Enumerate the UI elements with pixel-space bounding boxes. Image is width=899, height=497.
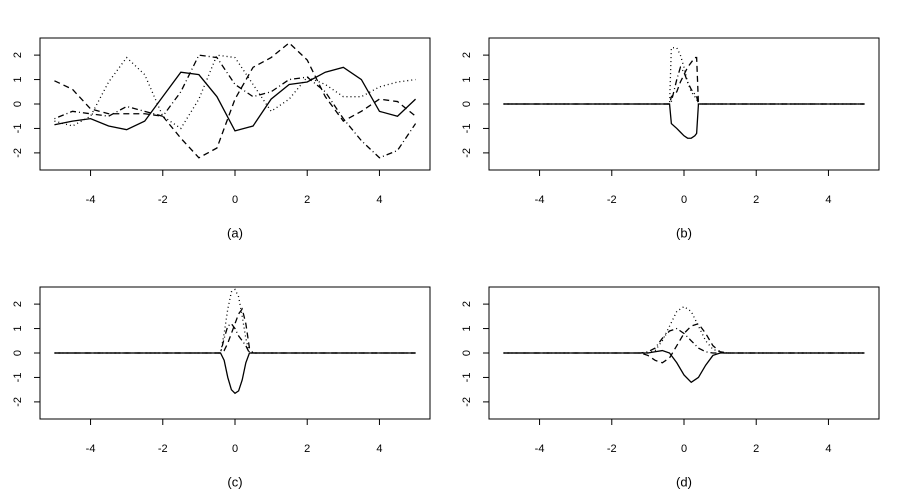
series-line bbox=[54, 42, 416, 159]
y-tick-label: 0 bbox=[461, 350, 473, 356]
series-line bbox=[503, 305, 865, 354]
series-line bbox=[503, 349, 865, 384]
series-line bbox=[54, 66, 417, 132]
caption: (c) bbox=[227, 474, 242, 489]
series-line bbox=[54, 54, 416, 130]
caption: (b) bbox=[676, 225, 692, 240]
x-tick-label: 0 bbox=[232, 194, 238, 206]
y-tick-label: 1 bbox=[12, 76, 24, 82]
y-tick-label: -1 bbox=[12, 124, 24, 134]
x-tick-label: 2 bbox=[304, 194, 310, 206]
x-tick-label: 4 bbox=[825, 194, 831, 206]
x-tick-label: -4 bbox=[86, 194, 96, 206]
y-tick-label: -2 bbox=[461, 148, 473, 158]
y-tick-label: 0 bbox=[461, 101, 473, 107]
x-tick-label: -2 bbox=[158, 443, 168, 455]
y-tick-label: 1 bbox=[12, 325, 24, 331]
series-line bbox=[503, 65, 865, 105]
series-line bbox=[503, 327, 865, 354]
y-tick-label: 2 bbox=[461, 301, 473, 307]
x-tick-label: 2 bbox=[753, 443, 759, 455]
y-tick-label: -2 bbox=[461, 397, 473, 407]
x-tick-label: 4 bbox=[376, 443, 382, 455]
series-line bbox=[54, 54, 417, 159]
series-line bbox=[503, 103, 865, 139]
series-line bbox=[54, 322, 416, 354]
y-tick-label: -2 bbox=[12, 148, 24, 158]
x-tick-label: -2 bbox=[607, 194, 617, 206]
x-tick-label: 0 bbox=[681, 194, 687, 206]
series-line bbox=[54, 307, 416, 354]
x-tick-label: -2 bbox=[158, 194, 168, 206]
series-line bbox=[54, 288, 416, 354]
y-tick-label: 0 bbox=[12, 101, 24, 107]
series-line bbox=[503, 47, 865, 105]
x-tick-label: -4 bbox=[86, 443, 96, 455]
x-tick-label: -4 bbox=[535, 194, 545, 206]
y-tick-label: 1 bbox=[461, 76, 473, 82]
y-tick-label: -2 bbox=[12, 397, 24, 407]
x-tick-label: 0 bbox=[681, 443, 687, 455]
x-tick-label: 2 bbox=[304, 443, 310, 455]
x-tick-label: -2 bbox=[607, 443, 617, 455]
series-line bbox=[54, 352, 416, 395]
y-tick-label: 2 bbox=[461, 52, 473, 58]
y-tick-label: -1 bbox=[461, 124, 473, 134]
x-tick-label: 4 bbox=[825, 443, 831, 455]
series-line bbox=[503, 56, 865, 105]
y-tick-label: -1 bbox=[12, 373, 24, 383]
y-tick-label: 1 bbox=[461, 325, 473, 331]
x-tick-label: 0 bbox=[232, 443, 238, 455]
caption: (d) bbox=[676, 474, 692, 489]
caption: (a) bbox=[227, 225, 243, 240]
y-tick-label: 0 bbox=[12, 350, 24, 356]
x-tick-label: -4 bbox=[535, 443, 545, 455]
y-tick-label: 2 bbox=[12, 52, 24, 58]
series-line bbox=[503, 322, 865, 364]
x-tick-label: 4 bbox=[376, 194, 382, 206]
y-tick-label: -1 bbox=[461, 373, 473, 383]
y-tick-label: 2 bbox=[12, 301, 24, 307]
x-tick-label: 2 bbox=[753, 194, 759, 206]
